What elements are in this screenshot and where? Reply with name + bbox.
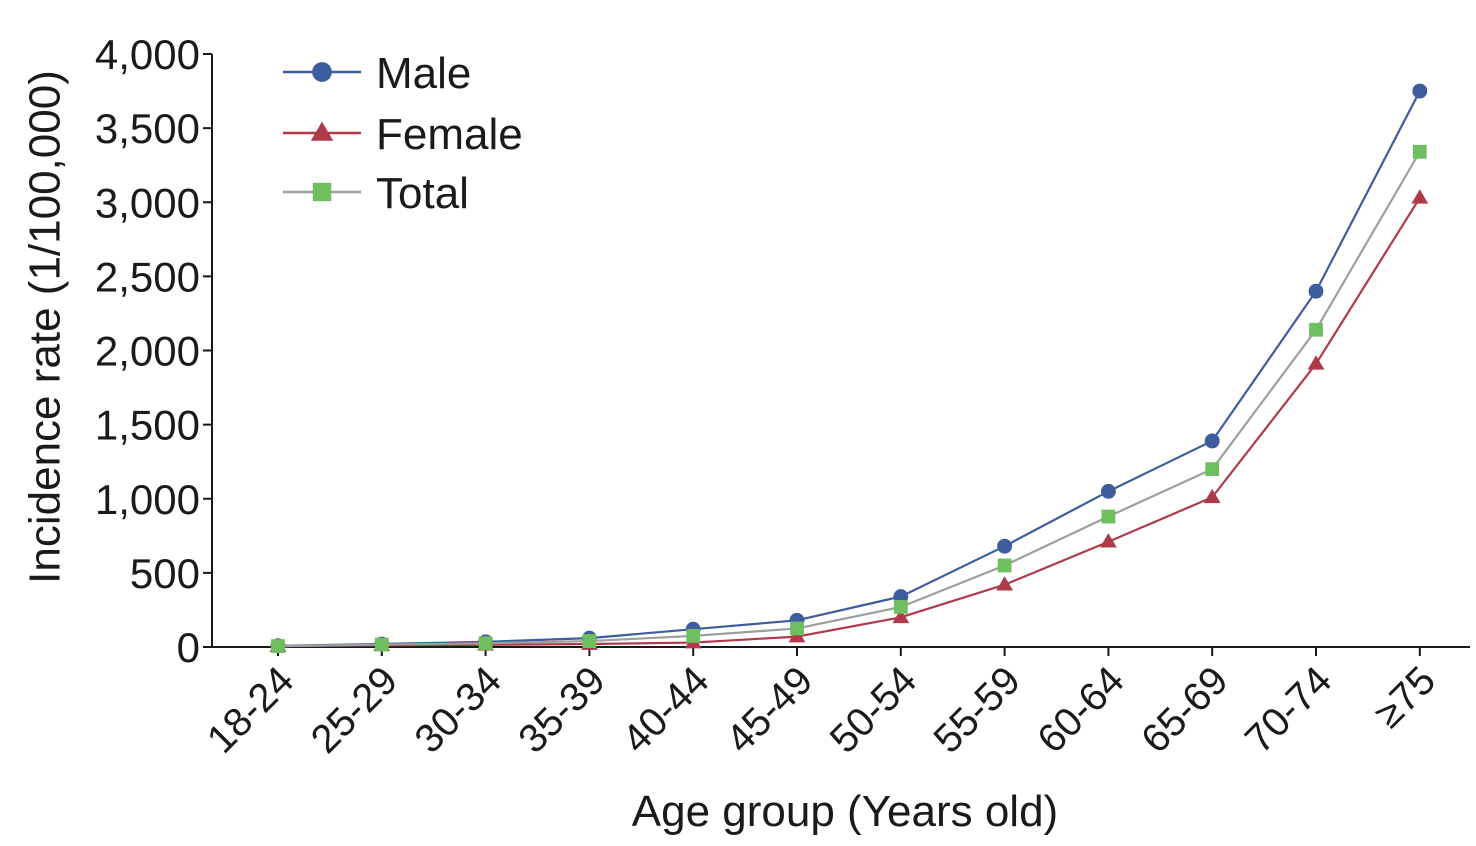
y-tick-label: 2,500 xyxy=(95,253,200,300)
data-point-female xyxy=(1307,355,1325,370)
x-tick-label: 45-49 xyxy=(718,658,821,761)
data-point-female xyxy=(996,576,1013,591)
y-tick-label: 1,500 xyxy=(95,402,200,449)
y-tick-label: 0 xyxy=(177,624,200,671)
series-line-total xyxy=(277,151,1421,648)
x-tick-label: 60-64 xyxy=(1029,658,1132,761)
x-tick-label: 50-54 xyxy=(822,658,925,761)
legend-item-female: Female xyxy=(283,110,523,159)
series-total xyxy=(271,144,1427,654)
data-point-female xyxy=(1203,488,1221,504)
y-tick-label: 1,000 xyxy=(95,476,200,523)
data-point-total xyxy=(374,637,389,652)
axes: 0 500 1,000 1,500 2,000 2,500 3,000 3,500 4,000 1… xyxy=(95,31,1470,762)
data-point-male xyxy=(1100,483,1116,499)
data-point-total xyxy=(271,639,285,654)
data-point-total xyxy=(1309,322,1323,337)
data-point-female xyxy=(1100,533,1117,548)
legend: Male Female Total xyxy=(283,49,523,218)
data-point-male xyxy=(1204,433,1220,449)
data-point-total xyxy=(686,628,701,643)
y-tick-label: 500 xyxy=(130,550,200,597)
x-tick-label: 55-59 xyxy=(926,658,1029,761)
legend-item-total: Total xyxy=(283,169,469,218)
x-tick-label: 30-34 xyxy=(407,658,510,761)
series-female xyxy=(269,189,1429,653)
data-point-total xyxy=(478,636,493,651)
y-tick-label: 3,500 xyxy=(95,105,200,152)
data-point-total xyxy=(1101,509,1116,524)
data-point-male xyxy=(1412,83,1428,99)
legend-label: Male xyxy=(376,49,471,98)
data-point-female xyxy=(1411,189,1429,204)
series-line-female xyxy=(277,197,1421,648)
data-point-total xyxy=(790,621,804,636)
data-point-total xyxy=(1412,144,1427,159)
x-axis-title: Age group (Years old) xyxy=(632,787,1058,836)
data-point-total xyxy=(582,634,597,648)
data-point-total xyxy=(997,558,1012,573)
x-tick-label: ≥75 xyxy=(1366,658,1444,736)
x-tick-label: 40-44 xyxy=(614,658,717,761)
data-point-male xyxy=(997,538,1013,554)
x-tick-label: 65-69 xyxy=(1133,658,1236,761)
x-tick-label: 25-29 xyxy=(303,658,406,761)
y-axis-title: Incidence rate (1/100,000) xyxy=(21,70,70,584)
x-tick-label: 70-74 xyxy=(1237,658,1340,761)
y-tick-label: 2,000 xyxy=(95,328,200,375)
legend-marker xyxy=(312,62,332,82)
series-group xyxy=(269,83,1429,654)
series-line-male xyxy=(277,90,1421,647)
legend-label: Total xyxy=(376,169,469,218)
legend-item-male: Male xyxy=(283,49,471,98)
data-point-female xyxy=(892,608,910,624)
y-tick-label: 4,000 xyxy=(95,31,200,78)
legend-marker xyxy=(312,182,332,202)
data-point-total xyxy=(1205,462,1220,476)
legend-label: Female xyxy=(376,110,523,159)
x-tick-label: 35-39 xyxy=(510,658,613,761)
data-point-male xyxy=(1308,283,1324,299)
data-point-total xyxy=(893,600,908,614)
y-tick-label: 3,000 xyxy=(95,179,200,226)
x-tick-label: 18-24 xyxy=(199,658,302,761)
legend-marker xyxy=(310,121,334,141)
